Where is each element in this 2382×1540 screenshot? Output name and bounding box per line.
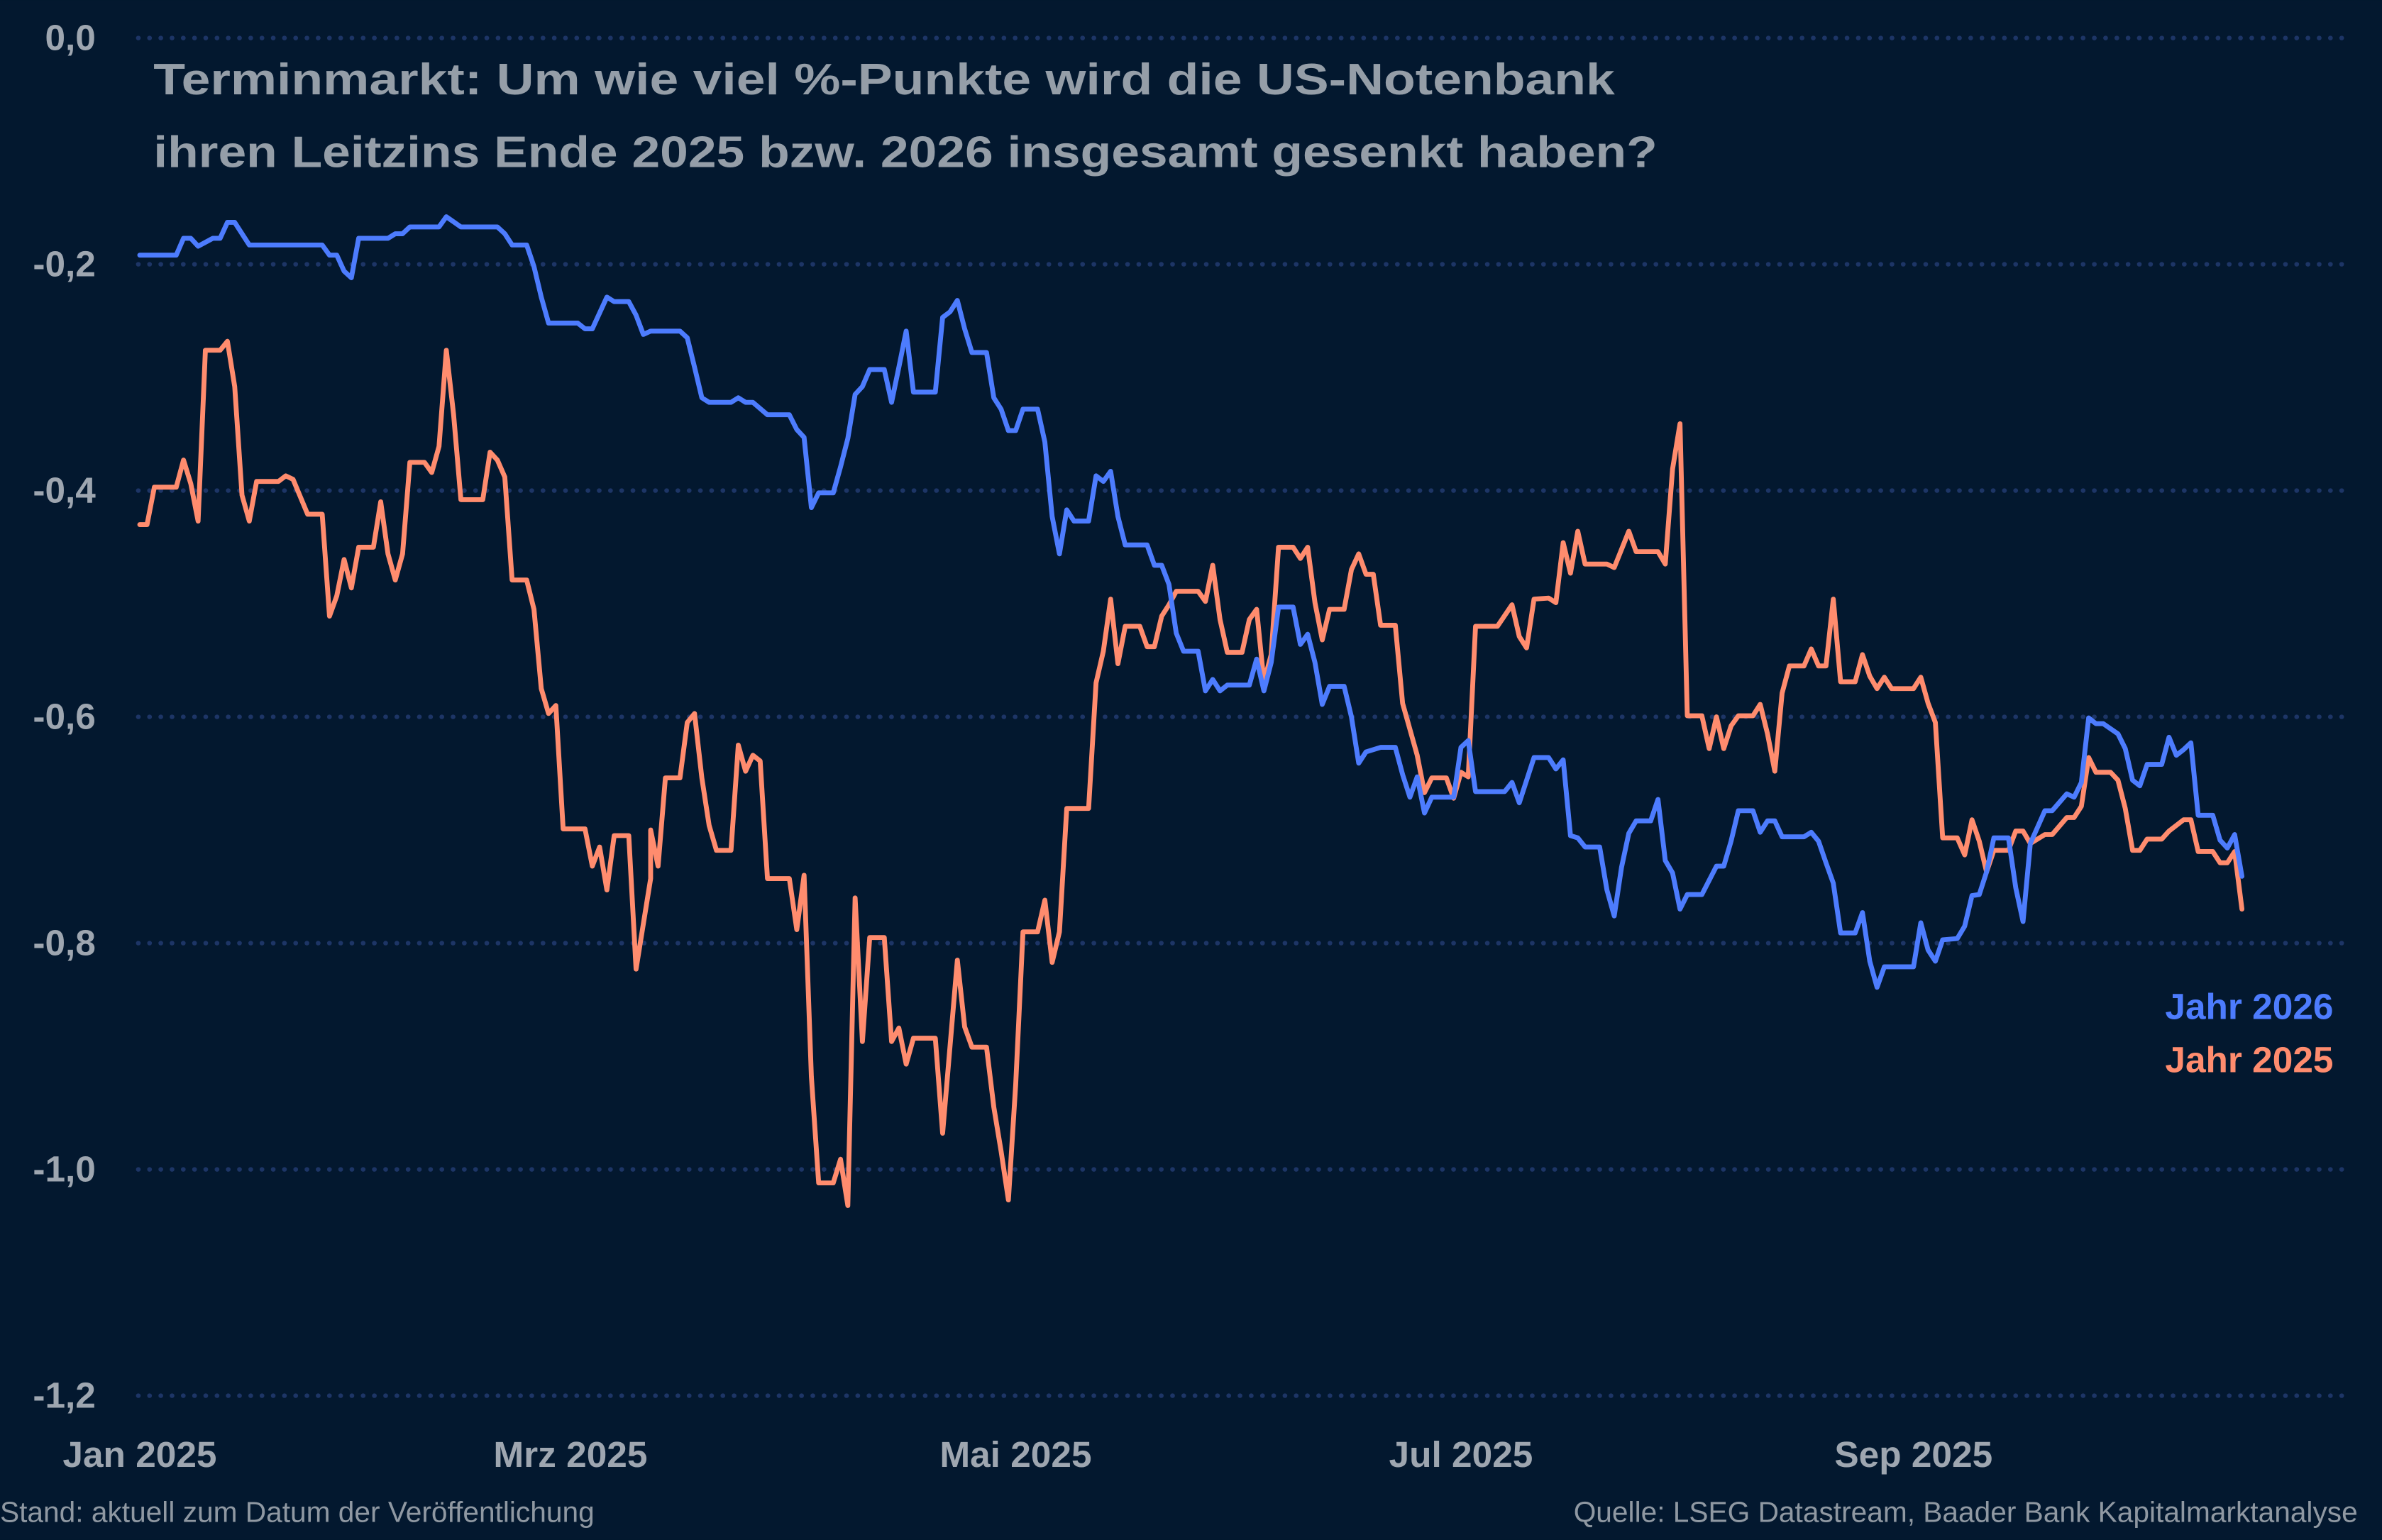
x-tick-label: Jan 2025 [62, 1434, 216, 1475]
legend-entry-jahr-2025: Jahr 2025 [2165, 1039, 2333, 1080]
y-tick-label: -1,2 [33, 1375, 96, 1416]
y-axis-ticks: 0,0 -0,2 -0,4 -0,6 -0,8 -1,0 -1,2 [33, 17, 96, 1416]
x-tick-label: Sep 2025 [1834, 1434, 1992, 1475]
x-tick-label: Mrz 2025 [493, 1434, 647, 1475]
legend-entry-jahr-2026: Jahr 2026 [2165, 986, 2333, 1027]
series-lines [137, 214, 2245, 1208]
y-tick-label: -1,0 [33, 1148, 96, 1190]
y-tick-label: -0,4 [33, 470, 96, 511]
footer-source: Quelle: LSEG Datastream, Baader Bank Kap… [1574, 1495, 2358, 1528]
chart-title-line-2: ihren Leitzins Ende 2025 bzw. 2026 insge… [153, 128, 1658, 177]
footer-status: Stand: aktuell zum Datum der Veröffentli… [0, 1495, 595, 1528]
x-axis-ticks: Jan 2025 Mrz 2025 Mai 2025 Jul 2025 Sep 2025 [62, 1434, 1992, 1475]
x-tick-label: Jul 2025 [1389, 1434, 1533, 1475]
series-line-jahr-2025 [137, 338, 2245, 1208]
y-tick-label: -0,8 [33, 922, 96, 963]
y-tick-label: 0,0 [45, 17, 95, 58]
x-tick-label: Mai 2025 [939, 1434, 1091, 1475]
series-line-jahr-2026 [137, 214, 2245, 990]
chart-title-line-1: Terminmarkt: Um wie viel %-Punkte wird d… [153, 55, 1615, 104]
y-tick-label: -0,2 [33, 243, 96, 284]
y-tick-label: -0,6 [33, 696, 96, 737]
